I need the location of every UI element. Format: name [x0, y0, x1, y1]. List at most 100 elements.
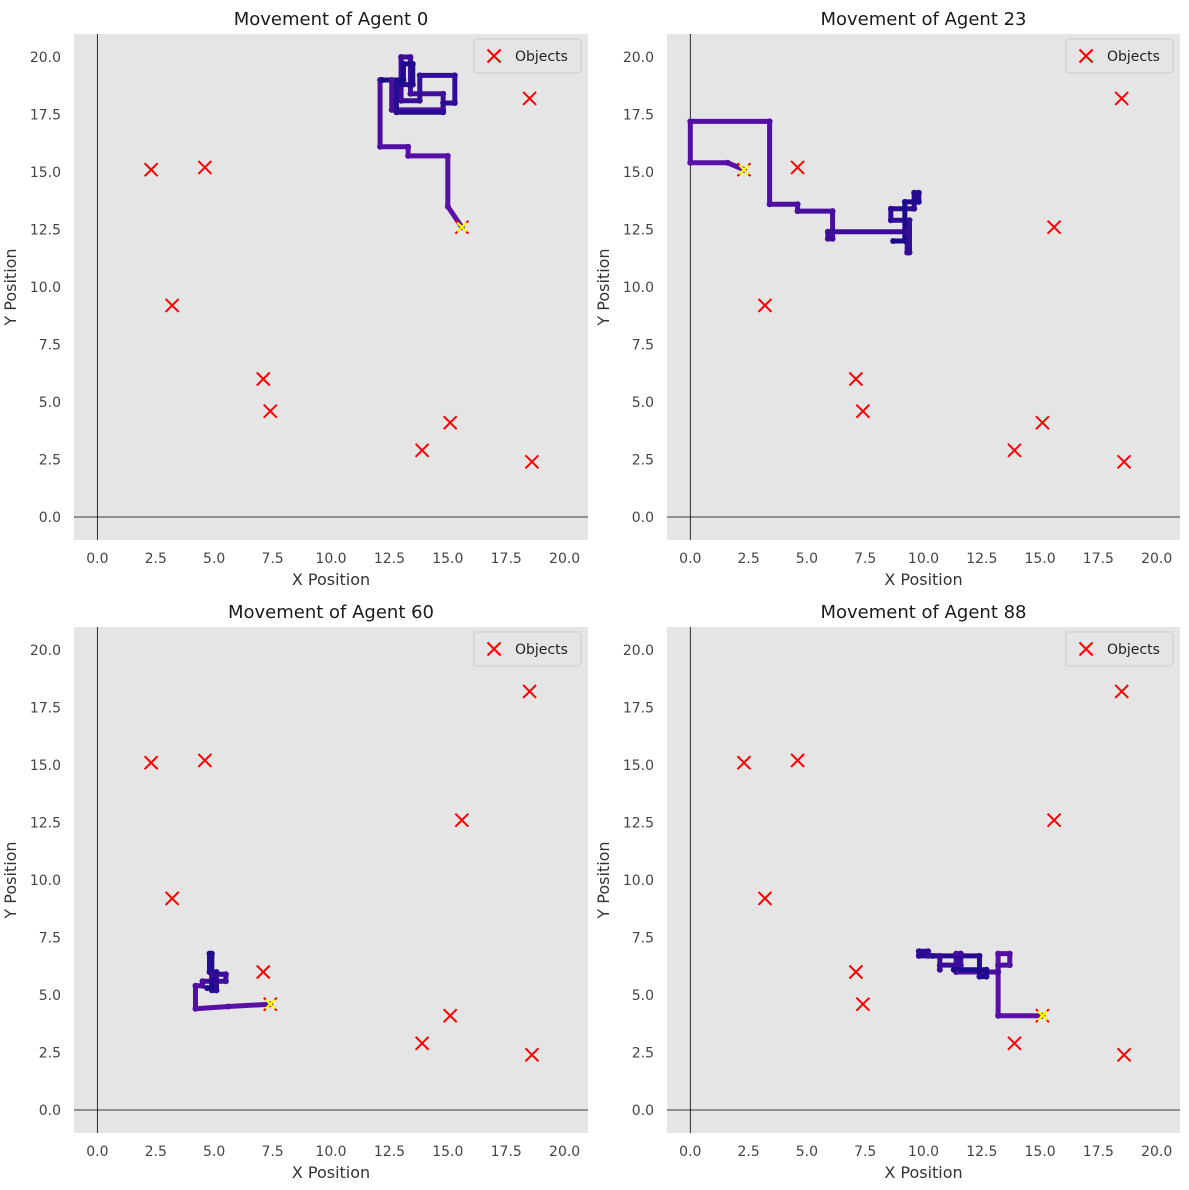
trajectory-point [911, 189, 918, 196]
trajectory-point [409, 81, 416, 88]
y-tick-label: 10.0 [623, 873, 654, 889]
endpoint-marker [456, 221, 468, 233]
object-marker [414, 1036, 430, 1051]
trajectory-segment [192, 1004, 231, 1012]
legend-box [473, 631, 582, 667]
y-tick-label: 12.5 [623, 816, 654, 832]
trajectory-point [222, 978, 229, 985]
trajectory-point [199, 982, 206, 989]
trajectory-point [213, 987, 220, 994]
trajectory-point [766, 118, 773, 125]
trajectory-point [208, 950, 215, 957]
trajectory-point [829, 208, 836, 215]
object-marker [855, 996, 871, 1012]
trajectory-point [416, 97, 423, 104]
trajectory-point [687, 159, 694, 166]
trajectory-point [794, 208, 801, 215]
object-marker [757, 891, 773, 906]
y-tick-label: 2.5 [39, 1046, 61, 1062]
trajectory-point [925, 952, 932, 959]
y-tick-label: 10.0 [30, 280, 61, 296]
trajectory-point [393, 81, 400, 88]
x-tick-label: 5.0 [796, 1144, 818, 1160]
trajectory-point [192, 1005, 199, 1012]
trajectory-point [204, 985, 211, 992]
x-tick-label: 2.5 [737, 1144, 759, 1160]
y-axis-label: Y Position [594, 248, 613, 326]
y-tick-label: 2.5 [632, 1046, 654, 1062]
trajectory-point [199, 978, 206, 985]
y-tick-label: 17.5 [30, 701, 61, 717]
x-tick-label: 10.0 [908, 551, 939, 567]
object-marker [442, 415, 458, 430]
x-tick-label: 7.5 [854, 1144, 876, 1160]
object-marker [736, 755, 752, 770]
trajectory-point [953, 950, 960, 957]
endpoint-marker [264, 998, 276, 1010]
y-tick-label: 10.0 [623, 280, 654, 296]
x-tick-label: 0.0 [679, 1144, 701, 1160]
trajectory-point [936, 952, 943, 959]
legend-box [473, 38, 582, 74]
object-marker [164, 891, 180, 906]
trajectory-point [995, 1012, 1002, 1019]
chart-title: Movement of Agent 88 [820, 602, 1026, 623]
y-tick-label: 7.5 [632, 931, 654, 947]
x-tick-label: 17.5 [491, 551, 522, 567]
chart-agent-88: Movement of Agent 88 0.0 2.5 5.0 7.5 10.0 12.5… [594, 602, 1180, 1182]
trajectory-point [901, 238, 908, 244]
x-axis-label: X Position [884, 1163, 962, 1182]
trajectory-point [925, 948, 932, 955]
object-marker [524, 454, 540, 470]
trajectory-point [911, 205, 918, 212]
trajectory-point [416, 72, 423, 79]
trajectory-point [915, 948, 922, 955]
trajectory-point [377, 143, 384, 150]
object-marker [197, 160, 213, 175]
legend: Objects [473, 38, 582, 74]
plot-area [74, 34, 588, 540]
legend-objects-marker [1078, 48, 1094, 64]
trajectory-point [915, 198, 922, 205]
trajectory-point [388, 77, 395, 83]
chart-agent-0: Movement of Agent 0 0.0 2.5 5.0 7.5 10.0 12.5 1… [1, 9, 588, 589]
y-tick-label: 7.5 [632, 338, 654, 354]
y-tick-label: 0.0 [39, 510, 61, 526]
chart-title: Movement of Agent 0 [234, 9, 429, 30]
trajectory-point [407, 90, 414, 97]
trajectory-point [904, 228, 911, 235]
trajectory-point [206, 969, 213, 975]
object-marker [1007, 1036, 1022, 1051]
legend-label: Objects [1107, 642, 1160, 658]
object-marker [256, 371, 271, 387]
legend-box [1065, 631, 1174, 667]
trajectory-point [213, 969, 220, 975]
x-tick-label: 10.0 [315, 1144, 346, 1160]
x-tick-label: 17.5 [1083, 551, 1114, 567]
x-tick-label: 17.5 [491, 1144, 522, 1160]
trajectory-point [400, 77, 407, 83]
legend: Objects [1065, 38, 1174, 74]
trajectory-point [405, 143, 412, 150]
trajectory-point [983, 966, 990, 973]
object-marker [1007, 443, 1022, 458]
object-marker [1046, 812, 1062, 828]
trajectory-point [995, 950, 1002, 957]
y-tick-label: 12.5 [623, 223, 654, 239]
y-tick-label: 20.0 [30, 50, 61, 66]
x-axis-label: X Position [884, 570, 962, 589]
plot-area [667, 627, 1180, 1133]
object-marker [442, 1008, 458, 1023]
trajectory-point [915, 952, 922, 959]
x-tick-label: 5.0 [203, 1144, 225, 1160]
chart-title: Movement of Agent 60 [228, 602, 434, 623]
y-tick-label: 0.0 [39, 1103, 61, 1119]
x-tick-label: 12.5 [374, 1144, 405, 1160]
trajectory-point [400, 60, 407, 67]
chart-agent-23: Movement of Agent 23 0.0 2.5 5.0 7.5 10.0 12.5… [594, 9, 1180, 589]
trajectory-point [405, 152, 412, 159]
x-tick-label: 7.5 [261, 551, 283, 567]
trajectory-point [976, 973, 983, 980]
object-marker [414, 443, 430, 458]
plot-area [667, 34, 1180, 540]
